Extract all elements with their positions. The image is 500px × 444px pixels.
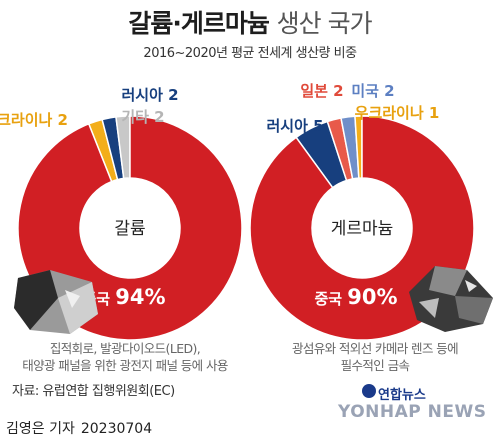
caption-germanium-line-2: 필수적인 금속 bbox=[340, 358, 410, 373]
author-name: 김영은 기자 bbox=[6, 421, 75, 437]
yonhap-logo-icon bbox=[362, 384, 376, 398]
gallium-center-label: 갈륨 bbox=[114, 219, 145, 239]
chart-title: 갈륨·게르마늄 생산 국가 bbox=[0, 4, 500, 40]
germanium-china-label: 중국 90% bbox=[314, 285, 397, 309]
source-note: 자료: 유럽연합 집행위원회(EC) bbox=[12, 384, 175, 399]
logo-english: YONHAP NEWS bbox=[338, 402, 487, 422]
logo-korean: 연합뉴스 bbox=[378, 388, 426, 403]
byline: 김영은 기자 20230704 bbox=[6, 418, 152, 438]
germanium-center-label: 게르마늄 bbox=[331, 219, 394, 239]
yonhap-logo: 연합뉴스 YONHAP NEWS bbox=[338, 380, 500, 430]
publish-date: 20230704 bbox=[80, 421, 153, 437]
caption-gallium: 집적회로, 발광다이오드(LED), 태양광 패널을 위한 광전지 패널 등에 … bbox=[0, 340, 250, 374]
germanium-label-usa: 미국 2 bbox=[351, 82, 394, 100]
gallium-label-russia: 러시아 2 bbox=[121, 86, 178, 104]
gallium-rock-image bbox=[14, 270, 98, 334]
gallium-label-other: 기타 2 bbox=[121, 108, 164, 126]
caption-germanium: 광섬유와 적외선 카메라 렌즈 등에 필수적인 금속 bbox=[250, 340, 500, 374]
germanium-label-ukraine: 우크라이나 1 bbox=[355, 104, 440, 122]
germanium-rock-image bbox=[409, 266, 493, 332]
germanium-label-japan: 일본 2 bbox=[300, 82, 343, 100]
gallium-label-ukraine: 우크라이나 2 bbox=[0, 111, 68, 129]
title-bold: 갈륨·게르마늄 bbox=[128, 9, 269, 38]
germanium-label-russia: 러시아 5 bbox=[266, 117, 323, 135]
chart-subtitle: 2016~2020년 평균 전세계 생산량 비중 bbox=[143, 46, 357, 61]
caption-germanium-line-1: 광섬유와 적외선 카메라 렌즈 등에 bbox=[291, 341, 459, 356]
title-light: 생산 국가 bbox=[276, 9, 373, 38]
caption-gallium-line-2: 태양광 패널을 위한 광전지 패널 등에 사용 bbox=[22, 358, 228, 373]
caption-gallium-line-1: 집적회로, 발광다이오드(LED), bbox=[49, 341, 201, 356]
